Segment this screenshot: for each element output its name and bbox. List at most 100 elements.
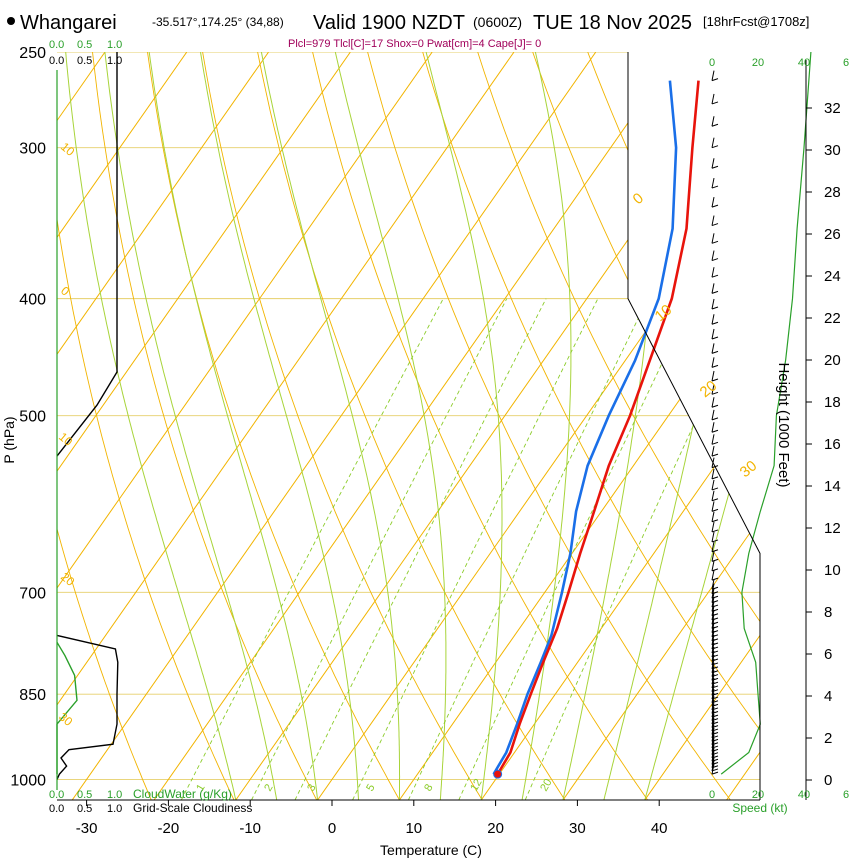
cloudiness-axis-title: Grid-Scale Cloudiness — [133, 801, 252, 815]
isotherm-line — [317, 52, 760, 800]
wind-barb-staff — [711, 185, 719, 189]
wind-barb-staff — [711, 613, 719, 617]
wind-barb-staff — [711, 658, 719, 662]
moist-adiabat-line — [260, 52, 401, 800]
wind-barb-feather — [711, 560, 715, 571]
mixing-ratio-line — [180, 298, 444, 800]
wind-barb-staff — [711, 336, 719, 340]
wind-barb-feather — [711, 267, 715, 278]
cloudwater-top-label: 1.0 — [107, 39, 122, 51]
wind-barb-feather — [711, 314, 715, 325]
wind-barb-staff — [711, 714, 719, 718]
isotherm-label-left: 30 — [56, 710, 75, 730]
wind-barb-staff — [711, 321, 719, 325]
cloudiness-top-label: 0.5 — [77, 55, 92, 67]
wind-barb-staff — [711, 165, 719, 169]
wind-barb-feather — [711, 747, 715, 759]
wind-barb-feather — [711, 744, 715, 755]
wind-barb-staff — [711, 608, 719, 612]
wind-barb-staff — [711, 364, 719, 368]
wind-barb-feather — [711, 570, 715, 581]
height-tick-label: 22 — [824, 310, 841, 327]
isotherm-line — [71, 52, 597, 800]
wind-barb-feather — [711, 531, 715, 543]
wind-barb-feather — [711, 710, 715, 721]
wind-barb-feather — [711, 720, 715, 732]
wind-barb-feather — [711, 754, 715, 765]
wind-barb-staff — [711, 577, 719, 581]
cloudwater-bottom-label: 1.0 — [107, 789, 122, 801]
moist-adiabat-line — [425, 52, 503, 800]
cloudwater-top-label: 0.0 — [49, 39, 64, 51]
cloudiness-top-label: 1.0 — [107, 55, 122, 67]
dry-adiabat-line — [422, 52, 760, 800]
isotherm-line — [644, 52, 760, 800]
speed-bottom-label: 0 — [709, 789, 715, 801]
x-tick-label: 10 — [405, 820, 422, 837]
wind-barb-feather — [711, 343, 715, 354]
wind-barb-staff — [711, 350, 719, 354]
background-grid — [57, 52, 760, 800]
wind-barb-feather — [711, 468, 715, 480]
isotherm-label-left: 10 — [56, 430, 75, 450]
x-tick-label: 30 — [569, 820, 586, 837]
wind-barb-staff — [711, 748, 719, 752]
wind-barb-feather — [711, 706, 715, 718]
wind-barb-staff — [711, 768, 719, 772]
wind-barb-staff — [711, 476, 719, 480]
wind-barb-feather — [711, 215, 715, 226]
wind-barb-staff — [711, 681, 719, 685]
mixing-ratio-line — [458, 298, 694, 800]
isotherm-line — [57, 52, 433, 800]
wind-barb-staff — [711, 549, 719, 553]
wind-barb-feather — [711, 158, 715, 169]
wind-barb-staff — [711, 568, 719, 572]
wind-barb-staff — [711, 258, 719, 262]
wind-barb-feather — [711, 511, 715, 522]
cloudwater-curve — [56, 641, 78, 775]
wind-barb-staff — [711, 600, 719, 604]
wind-speed-curve — [720, 51, 812, 775]
wind-barb-feather — [711, 521, 715, 533]
stability-indices: Plcl=979 Tlcl[C]=17 Shox=0 Pwat[cm]=4 Ca… — [288, 38, 541, 50]
isotherm-label: 0 — [630, 190, 647, 208]
dry-adiabat-line — [587, 52, 760, 800]
height-tick-label: 18 — [824, 394, 841, 411]
wind-barb-feather — [711, 714, 715, 725]
wind-barb-staff — [711, 646, 719, 650]
wind-barb-staff — [711, 508, 719, 512]
dry-adiabat-line — [752, 52, 760, 800]
wind-barbs — [711, 70, 719, 775]
wind-barb-staff — [711, 735, 719, 739]
utc-time: (0600Z) — [473, 14, 522, 30]
height-tick-label: 20 — [824, 352, 841, 369]
wind-barb-feather — [711, 724, 715, 735]
wind-barb-feather — [711, 93, 715, 105]
wind-barb-feather — [711, 699, 715, 711]
wind-barb-staff — [711, 738, 719, 742]
wind-barb-feather — [711, 409, 715, 420]
forecast-run: [18hrFcst@1708z] — [703, 14, 809, 29]
moist-adiabat-line — [521, 52, 572, 800]
wind-barb-staff — [711, 539, 719, 543]
cloudwater-axis-title: CloudWater (g/Kg) — [133, 787, 232, 801]
moist-adiabat-line — [334, 52, 447, 800]
wind-barb-feather — [711, 760, 715, 772]
dry-adiabat-line — [57, 52, 152, 800]
wind-barb-feather — [711, 737, 715, 749]
wind-barb-staff — [711, 762, 719, 765]
wind-barb-staff — [711, 204, 719, 208]
dry-adiabat-line — [57, 52, 235, 800]
wind-barb-feather — [711, 434, 715, 445]
height-tick-label: 12 — [824, 520, 841, 537]
wind-barb-staff — [711, 650, 719, 654]
wind-barb-staff — [711, 621, 719, 625]
moist-adiabat-line — [200, 52, 359, 800]
speed-top-label: 40 — [798, 57, 810, 69]
mixing-ratio-line — [294, 298, 547, 800]
station-marker — [7, 17, 15, 25]
cloudwater-bottom-label: 0.5 — [77, 789, 92, 801]
wind-barb-staff — [711, 306, 719, 310]
